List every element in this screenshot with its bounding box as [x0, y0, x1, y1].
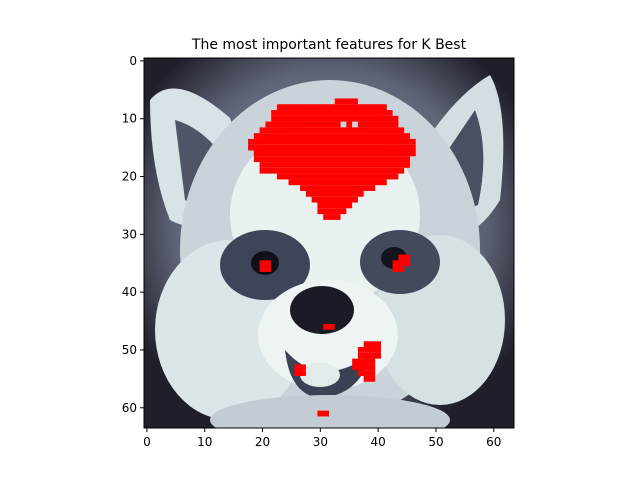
highlight-cell	[276, 104, 318, 111]
highlight-cell	[323, 323, 335, 330]
highlight-cell	[323, 214, 341, 220]
highlight-cell	[317, 208, 347, 215]
highlight-cell	[352, 358, 376, 365]
highlight-cell	[317, 104, 387, 111]
highlight-cell	[392, 260, 410, 267]
x-tick-label: 0	[143, 435, 151, 449]
plot-frame	[143, 57, 515, 429]
y-tick-label: 20	[122, 170, 137, 184]
highlight-cell	[253, 133, 410, 139]
highlight-cell	[294, 370, 306, 376]
highlight-cell	[248, 138, 416, 145]
highlight-cell	[317, 202, 353, 209]
x-tick-label: 50	[428, 435, 443, 449]
x-axis: 0 10 20 30 40 50 60	[143, 428, 501, 449]
highlight-cell	[363, 341, 382, 348]
highlight-cell	[357, 347, 382, 353]
mask-gap	[340, 121, 347, 128]
highlight-cell	[363, 375, 376, 382]
highlight-cell	[294, 364, 306, 371]
highlight-cell	[357, 352, 382, 359]
y-tick-label: 40	[122, 285, 137, 299]
y-tick-label: 0	[129, 54, 137, 68]
highlight-cell	[334, 98, 358, 105]
y-tick-label: 30	[122, 227, 137, 241]
y-axis: 0 10 20 30 40 50 60	[122, 54, 144, 415]
mask-gap	[352, 121, 358, 128]
highlight-cell	[357, 370, 376, 376]
feature-mask	[248, 98, 416, 417]
highlight-cell	[276, 173, 399, 180]
x-tick-label: 30	[313, 435, 328, 449]
highlight-cell	[259, 162, 410, 168]
x-tick-label: 40	[371, 435, 386, 449]
highlight-cell	[259, 266, 272, 272]
highlight-cell	[259, 167, 405, 174]
highlight-cell	[300, 185, 376, 191]
highlight-cell	[398, 254, 410, 261]
highlight-cell	[259, 127, 405, 134]
x-tick-label: 10	[197, 435, 212, 449]
highlight-cell	[265, 121, 399, 128]
highlight-cell	[392, 266, 405, 272]
highlight-cell	[317, 410, 329, 417]
highlight-cell	[253, 156, 410, 163]
highlight-cell	[305, 190, 364, 197]
highlight-cell	[311, 196, 358, 203]
y-tick-label: 50	[122, 343, 137, 357]
y-tick-label: 10	[122, 112, 137, 126]
x-tick-label: 60	[486, 435, 501, 449]
highlight-cell	[253, 150, 416, 157]
chart-title: The most important features for K Best	[191, 37, 467, 53]
highlight-cell	[259, 260, 272, 267]
y-tick-label: 60	[122, 401, 137, 415]
highlight-cell	[271, 110, 393, 116]
highlight-cell	[352, 364, 376, 371]
x-tick-label: 20	[255, 435, 270, 449]
highlight-cell	[271, 115, 399, 122]
highlight-cell	[288, 179, 387, 186]
highlight-cell	[248, 144, 416, 151]
